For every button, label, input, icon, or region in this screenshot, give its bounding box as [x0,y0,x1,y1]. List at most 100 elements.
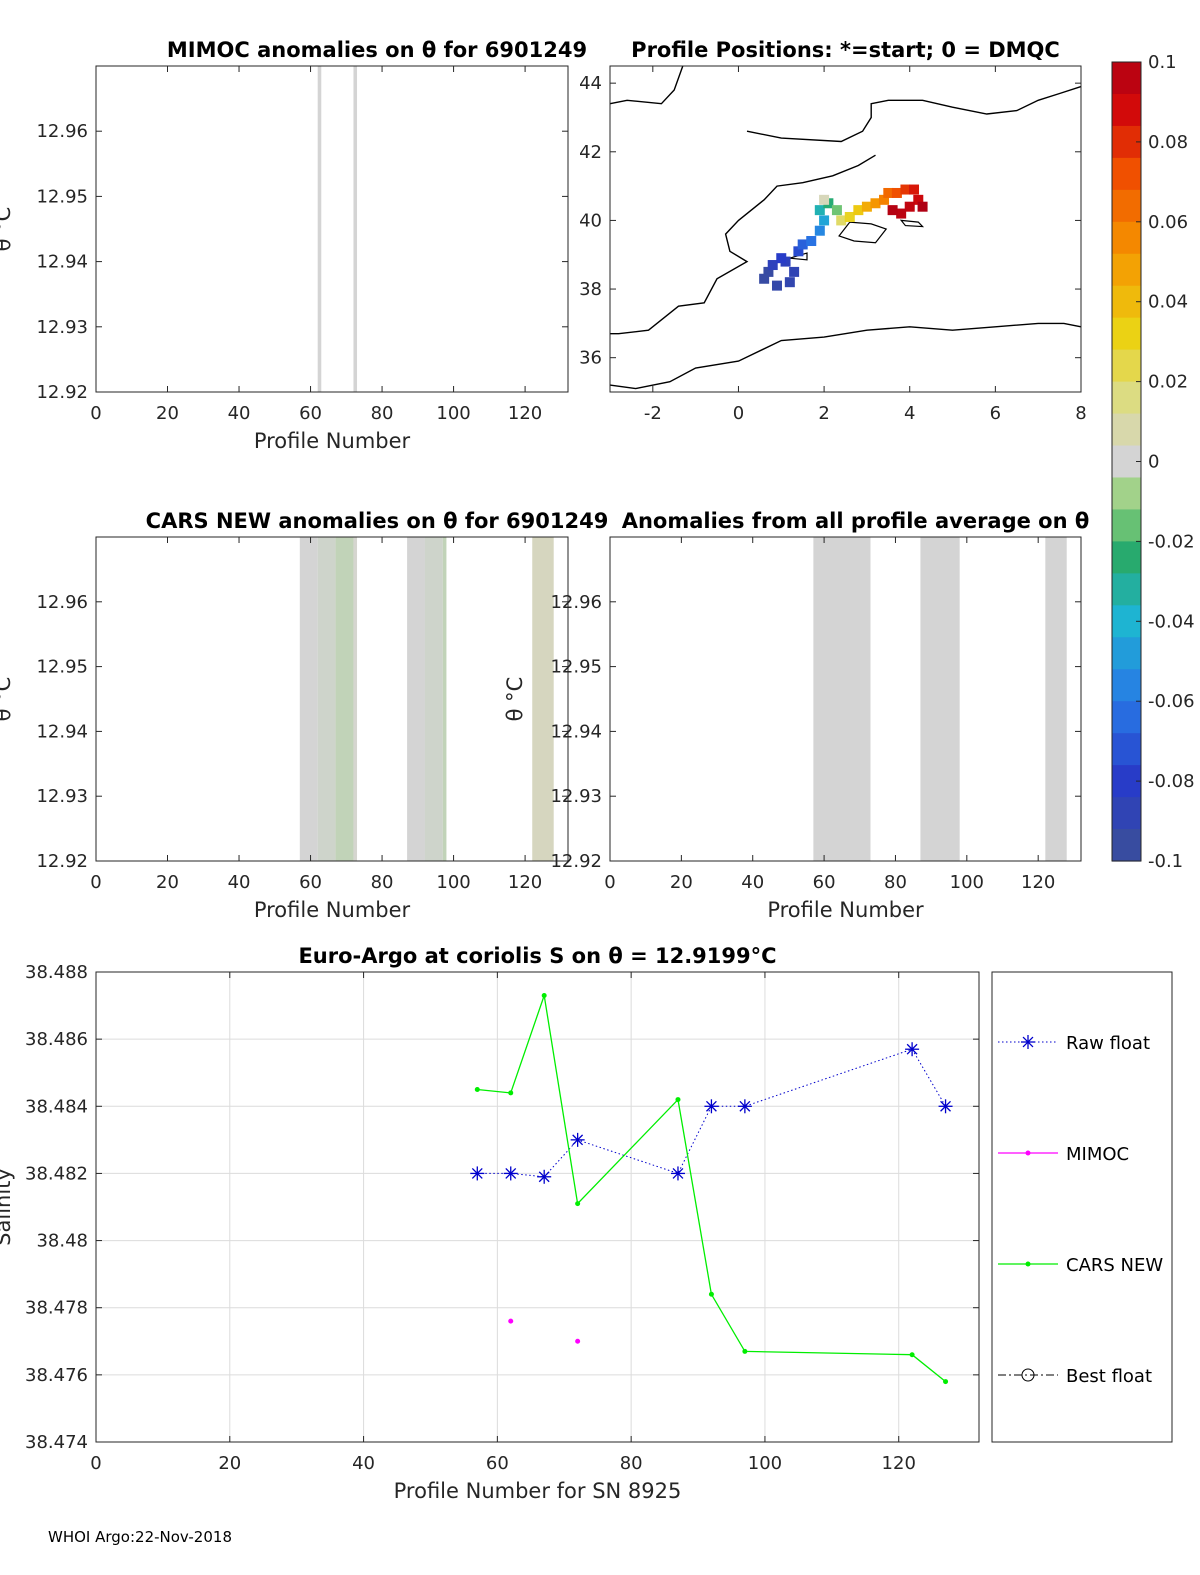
mimoc-marker [508,1318,514,1324]
anomaly-band [424,537,443,861]
x-axis-label: Profile Number [254,898,411,922]
chart-title: Anomalies from all profile average on θ [622,509,1090,533]
colorbar-segment [1112,413,1141,447]
colorbar-segment [1112,93,1141,127]
y-tick-label: 12.93 [36,317,88,338]
colorbar-tick-label: -0.02 [1148,531,1195,552]
colorbar-tick-label: -0.1 [1148,851,1183,872]
legend-swatch-marker [1021,1035,1035,1049]
star-stroke [906,1043,918,1055]
anomaly-band [442,537,447,861]
y-tick-label: 12.92 [36,382,88,403]
legend-entry: Best float [1066,1366,1152,1387]
profile-position-marker [767,260,778,271]
cars-new-marker [675,1097,681,1103]
colorbar-tick-label: -0.06 [1148,691,1195,712]
salinity-line-panel: 0 20 40 60 80 100 120 38.474 38.476 38.478 38.48 38… [0,944,980,1503]
y-tick-label: 38.48 [36,1231,88,1252]
cars-new-marker [575,1201,581,1207]
anomaly-band [920,537,960,861]
x-tick-label: 40 [228,872,251,893]
profile-position-marker [797,239,808,250]
colorbar-tick-label: 0.04 [1148,292,1188,313]
profile-position-marker [870,198,881,209]
profile-position-marker [861,201,872,212]
colorbar-segment [1112,349,1141,383]
profile-position-marker [784,277,795,288]
x-tick-label: 80 [371,403,394,424]
colorbar-segment [1112,253,1141,287]
colorbar-segment [1112,477,1141,511]
y-tick-label: 42 [579,142,602,163]
y-tick-label: 38.478 [25,1298,88,1319]
y-tick-label: 38.488 [25,962,88,983]
x-tick-label: 0 [90,403,101,424]
axes-frame [95,65,569,393]
x-tick-label: 60 [299,403,322,424]
chart-title: Profile Positions: *=start; 0 = DMQC [631,38,1060,62]
colorbar-segment [1112,669,1141,702]
y-tick-label: 12.94 [36,252,88,273]
x-tick-label: 60 [813,872,836,893]
profile-position-marker [831,205,842,216]
cars-new-marker [541,993,547,998]
y-tick-label: 12.94 [36,721,88,742]
y-tick-label: 12.96 [36,121,88,142]
y-tick-label: 12.96 [36,592,88,613]
colorbar-segment [1112,381,1141,415]
y-tick-label: 12.95 [36,186,88,207]
anomaly-band [813,537,871,861]
colorbar-segment [1112,189,1141,223]
colorbar-tick-label: 0.06 [1148,212,1188,233]
profile-position-marker [887,205,898,216]
coastline [746,85,1082,143]
x-tick-label: 40 [352,1453,375,1474]
profile-position-marker [814,225,825,236]
x-tick-label: 0 [90,1453,101,1474]
colorbar-segment [1112,509,1141,542]
profile-position-marker [819,215,830,226]
x-tick-label: 40 [228,403,251,424]
y-tick-label: 12.95 [36,657,88,678]
anomaly-band [317,66,322,392]
star-stroke [705,1100,717,1112]
y-axis-label: θ °C [0,677,15,722]
y-tick-label: 12.92 [550,851,602,872]
x-tick-label: 4 [904,403,915,424]
plot-area [610,66,1081,392]
cars-new-marker [474,1087,480,1092]
colorbar-segment [1112,829,1141,862]
anomaly-band [353,66,358,392]
anomaly-colorbar: 0.1 0.08 0.06 0.04 0.02 0 -0.02 -0.04 -0.06 -0.08… [1111,52,1195,872]
coastline [610,154,876,335]
y-axis-label: θ °C [0,207,15,252]
colorbar-segment [1112,62,1141,95]
anomaly-band [299,537,318,861]
mimoc-marker [575,1338,581,1344]
star-stroke [538,1171,550,1183]
profile-position-marker [776,253,787,264]
profile-position-marker [793,246,804,257]
y-tick-label: 36 [579,348,602,369]
legend-entry: CARS NEW [1066,1255,1163,1276]
profile-position-marker [909,184,920,195]
colorbar-segment [1112,637,1141,670]
profile-position-marker [900,184,911,195]
raw-float-marker [503,1166,518,1181]
x-tick-label: -2 [644,403,662,424]
colorbar-tick-label: 0 [1148,452,1159,473]
coastline [609,322,1082,390]
colorbar-segment [1112,317,1141,351]
colorbar-segment [1112,701,1141,734]
y-tick-label: 38 [579,279,602,300]
y-tick-label: 44 [579,73,602,94]
y-tick-label: 38.476 [25,1365,88,1386]
x-axis-label: Profile Number [254,429,411,453]
footer-text: WHOI Argo:22-Nov-2018 [48,1528,232,1546]
x-tick-label: 120 [508,403,542,424]
colorbar-tick-label: -0.04 [1148,611,1195,632]
x-tick-label: 0 [90,872,101,893]
axes-frame [95,971,980,1443]
star-stroke [471,1167,483,1179]
